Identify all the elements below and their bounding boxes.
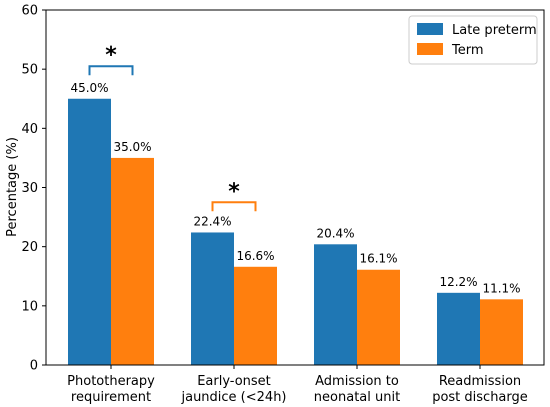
y-tick-label: 60 <box>21 4 38 19</box>
data-label: 35.0% <box>113 140 151 154</box>
data-label: 20.4% <box>316 226 354 240</box>
x-tick-label-line: Early-onset <box>197 374 271 389</box>
y-tick-label: 30 <box>21 181 38 196</box>
bar-term <box>480 299 523 365</box>
bar-term <box>111 157 154 365</box>
x-tick-label-line: Phototherapy <box>67 374 155 389</box>
data-label: 22.4% <box>193 214 231 228</box>
y-tick-label: 40 <box>21 122 38 137</box>
x-tick-label-line: Readmission <box>439 374 521 389</box>
y-tick-label: 50 <box>21 63 38 78</box>
x-tick-label: Readmission post discharge <box>432 374 528 405</box>
data-label: 16.1% <box>359 252 397 266</box>
significance-marker: * <box>105 43 117 68</box>
significance-bracket <box>88 65 134 76</box>
x-tick-label: Early-onset jaundice (<24h) <box>180 374 286 405</box>
legend-label-term: Term <box>451 43 484 58</box>
legend: Late preterm Term <box>408 15 538 65</box>
significance-marker: * <box>228 179 240 204</box>
y-axis-title: Percentage (%) <box>5 137 20 237</box>
x-tick-label: Admission to neonatal unit <box>314 374 400 405</box>
y-tick-label: 0 <box>30 359 38 374</box>
data-label: 11.1% <box>482 281 520 295</box>
bar-term <box>234 266 277 365</box>
legend-swatch-late-preterm <box>417 23 443 35</box>
data-label: 12.2% <box>439 275 477 289</box>
data-label: 45.0% <box>70 81 108 95</box>
x-tick-label-line: requirement <box>71 390 151 405</box>
bar-term <box>357 269 400 365</box>
bar-late-preterm <box>437 292 480 365</box>
y-tick-label: 10 <box>21 299 38 314</box>
x-tick-label-line: neonatal unit <box>314 390 400 405</box>
x-tick-label-line: post discharge <box>432 390 528 405</box>
plot-frame <box>45 9 545 366</box>
data-label: 16.6% <box>236 249 274 263</box>
plot-area: 0 10 20 30 40 50 60 45.0% 35.0% Phototherapy requi… <box>21 4 527 406</box>
y-tick-label: 20 <box>21 240 38 255</box>
legend-label-late-preterm: Late preterm <box>452 23 537 38</box>
legend-swatch-term <box>417 43 443 55</box>
x-tick-label-line: Admission to <box>315 374 399 389</box>
x-tick-label: Phototherapy requirement <box>67 374 155 405</box>
x-tick-label-line: jaundice (<24h) <box>180 390 286 405</box>
bar-late-preterm <box>314 244 357 365</box>
bar-late-preterm <box>68 98 111 365</box>
significance-bracket <box>211 201 257 212</box>
bar-late-preterm <box>191 232 234 365</box>
